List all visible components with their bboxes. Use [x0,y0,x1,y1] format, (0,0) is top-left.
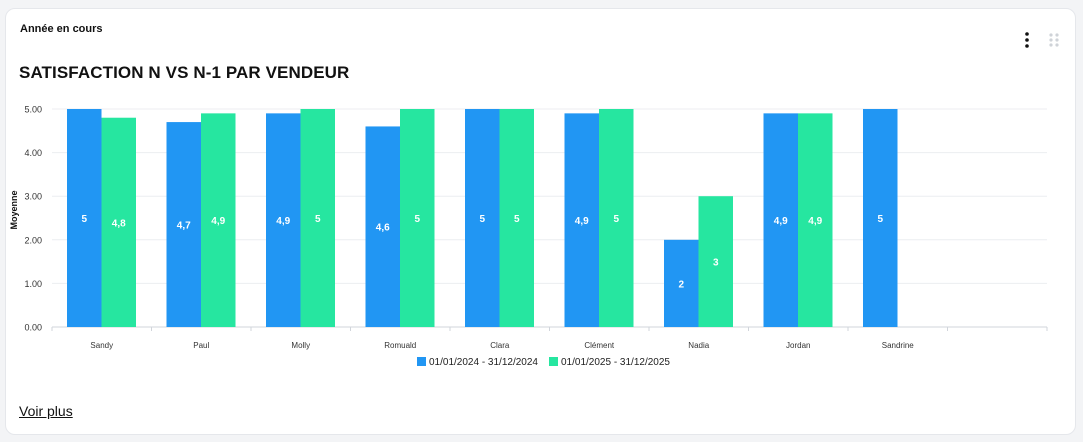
drag-handle-icon[interactable] [1048,32,1060,48]
data-label: 5 [414,214,420,225]
data-label: 4,7 [177,221,191,232]
data-label: 5 [613,214,619,225]
bar [698,196,733,327]
period-label: Année en cours [20,23,103,35]
data-label: 5 [315,214,321,225]
bar-chart: 0.00 1.00 2.00 3.00 4.00 5.00 Moyenne 5 4,8 Sandy… [9,105,1048,368]
x-tick-label: Romuald [384,341,416,350]
data-label: 4,9 [211,216,225,227]
legend-label: 01/01/2024 - 31/12/2024 [429,357,538,368]
bar [798,113,833,327]
y-tick-label: 1.00 [24,279,42,289]
y-tick-label: 0.00 [24,323,42,333]
legend-swatch [549,357,558,366]
bar [664,239,699,327]
bar [599,109,634,327]
data-label: 4,6 [376,223,390,234]
x-tick-label: Clara [490,341,510,350]
data-label: 5 [514,214,520,225]
x-tick-label: Paul [193,341,209,350]
data-label: 2 [678,279,684,290]
data-label: 4,9 [575,216,589,227]
data-label: 5 [877,214,883,225]
see-more-link[interactable]: Voir plus [19,403,73,419]
bar [201,113,236,327]
bar [101,117,136,327]
x-tick-label: Nadia [688,341,709,350]
data-label: 4,8 [112,218,126,229]
x-tick-label: Jordan [786,341,810,350]
bar [763,113,798,327]
data-label: 4,9 [276,216,290,227]
data-label: 5 [479,214,485,225]
y-tick-label: 4.00 [24,148,42,158]
x-tick-label: Sandrine [882,341,915,350]
data-label: 4,9 [808,216,822,227]
bar [166,122,201,327]
bar [564,113,599,327]
bar [499,109,534,327]
data-label: 5 [81,214,87,225]
y-tick-label: 3.00 [24,192,42,202]
x-tick-label: Molly [291,341,310,350]
data-label: 4,9 [774,216,788,227]
y-axis-title: Moyenne [9,190,19,229]
bar [300,109,335,327]
chart-title: SATISFACTION N VS N-1 PAR VENDEUR [19,63,350,82]
x-tick-label: Clément [584,341,615,350]
bar [266,113,301,327]
bar [365,126,400,327]
bar [465,109,500,327]
y-tick-label: 5.00 [24,105,42,115]
legend-label: 01/01/2025 - 31/12/2025 [561,357,670,368]
data-label: 3 [713,258,719,269]
more-vertical-icon[interactable] [1020,31,1034,49]
bar [400,109,435,327]
bar [67,109,102,327]
satisfaction-card: Année en cours SATISFACTION N VS N-1 PAR… [5,8,1076,435]
bar [863,109,898,327]
y-tick-label: 2.00 [24,235,42,245]
x-tick-label: Sandy [90,341,113,350]
legend-swatch [417,357,426,366]
